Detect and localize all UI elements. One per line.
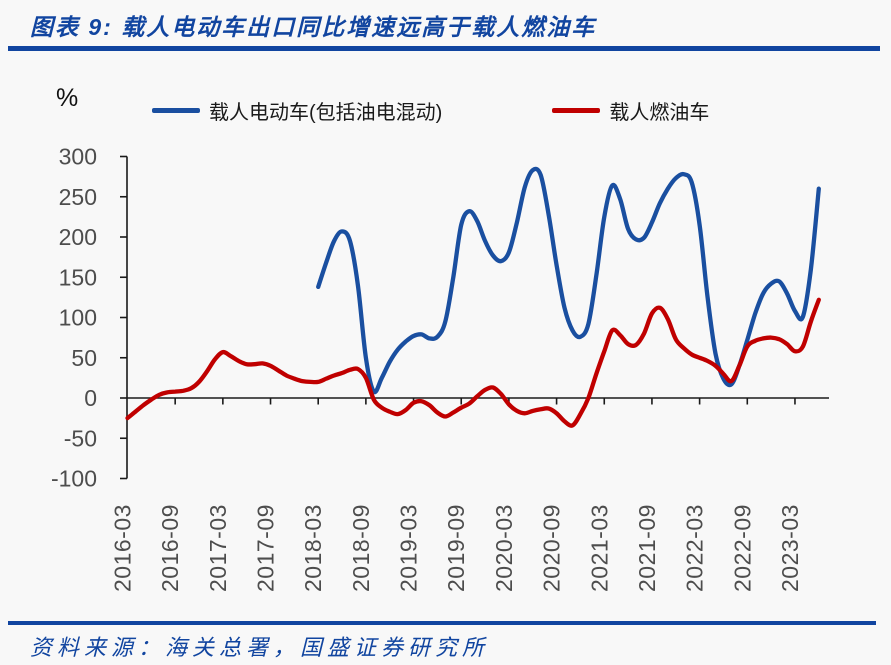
legend-item-ev: 载人电动车(包括油电混动): [152, 96, 442, 125]
y-tick-label: 100: [59, 305, 97, 331]
title-rule: [8, 46, 880, 51]
y-tick-label: 50: [71, 345, 97, 371]
x-tick-label: 2018-09: [348, 504, 374, 592]
y-tick-label: 0: [84, 385, 97, 411]
source-note: 资料来源：海关总署，国盛证券研究所: [30, 635, 490, 660]
legend-label-ev: 载人电动车(包括油电混动): [209, 102, 443, 124]
x-tick-label: 2019-03: [396, 504, 422, 592]
footer-rule: [8, 621, 876, 625]
legend-line-sample-ev: [152, 108, 200, 113]
chart-legend: 载人电动车(包括油电混动) 载人燃油车: [152, 96, 709, 125]
x-tick-label: 2016-03: [110, 504, 136, 592]
y-tick-label: 250: [59, 184, 97, 210]
x-tick-label: 2022-09: [729, 504, 755, 592]
legend-item-fuel: 载人燃油车: [552, 96, 709, 125]
series-line-fuel: [125, 297, 821, 428]
x-tick-label: 2018-03: [300, 504, 326, 592]
y-axis-unit-label: %: [56, 84, 79, 112]
y-tick-label: 300: [59, 144, 97, 170]
figure-title: 图表 9: 载人电动车出口同比增速远高于载人燃油车: [30, 14, 597, 40]
y-tick-label: -100: [51, 466, 97, 492]
y-tick-label: 150: [59, 264, 97, 290]
x-tick-label: 2023-03: [777, 504, 803, 592]
legend-label-fuel: 载人燃油车: [609, 102, 710, 124]
x-tick-label: 2020-09: [539, 504, 565, 592]
x-tick-label: 2021-03: [586, 504, 612, 592]
y-tick-label: 200: [59, 224, 97, 250]
x-tick-label: 2019-09: [443, 504, 469, 592]
x-tick-label: 2016-09: [157, 504, 183, 592]
legend-line-sample-fuel: [552, 108, 601, 113]
x-tick-label: 2021-09: [634, 504, 660, 592]
x-tick-label: 2022-03: [682, 504, 708, 592]
x-tick-label: 2017-03: [205, 504, 231, 592]
y-tick-label: -50: [64, 425, 97, 451]
x-tick-label: 2017-09: [253, 504, 279, 592]
x-tick-label: 2020-03: [491, 504, 517, 592]
